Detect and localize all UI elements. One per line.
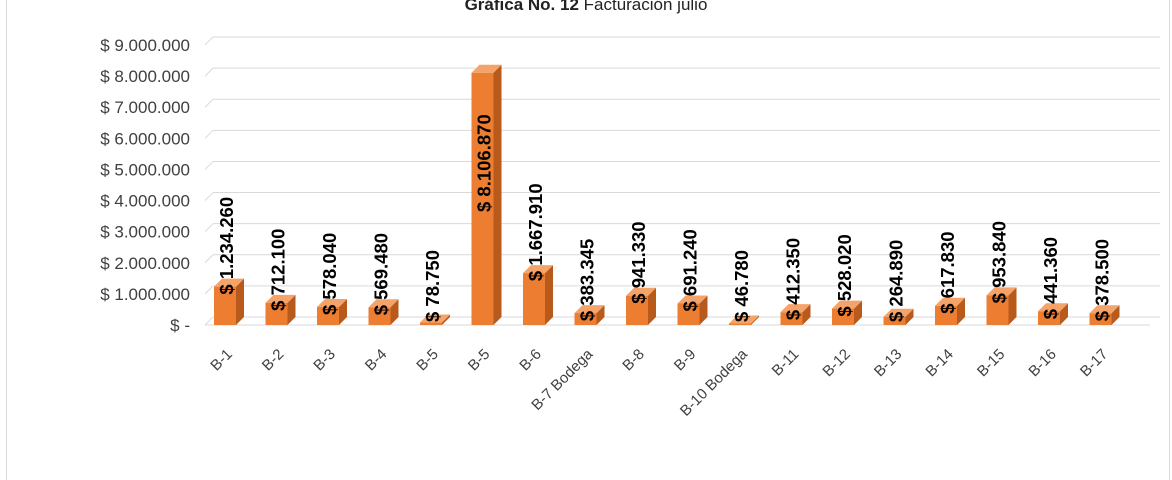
grid-line-diag xyxy=(205,317,213,325)
x-tick-label: B-9 xyxy=(671,346,700,375)
x-tick-label: B-1 xyxy=(207,346,236,375)
data-label: $ 78.750 xyxy=(422,250,443,322)
grid-line-diag xyxy=(205,224,213,232)
data-label: $ 383.345 xyxy=(577,239,598,321)
grid-line-diag xyxy=(205,68,213,76)
y-tick-label: $ 6.000.000 xyxy=(100,129,190,148)
data-label: $ 441.360 xyxy=(1040,237,1061,319)
y-tick-label: $ 7.000.000 xyxy=(100,98,190,117)
y-tick-label: $ 4.000.000 xyxy=(100,192,190,211)
data-label: $ 528.020 xyxy=(834,234,855,316)
data-label: $ 378.500 xyxy=(1092,239,1113,321)
data-label: $ 617.830 xyxy=(937,231,958,313)
x-tick-label: B-14 xyxy=(922,346,956,380)
data-label: $ 691.240 xyxy=(680,229,701,311)
grid-line-diag xyxy=(205,37,213,45)
data-label: $ 46.780 xyxy=(731,250,752,322)
data-label: $ 8.106.870 xyxy=(474,114,495,212)
y-tick-label: $ 1.000.000 xyxy=(100,285,190,304)
y-tick-label: $ 5.000.000 xyxy=(100,160,190,179)
bar-side xyxy=(236,279,244,325)
bar-side xyxy=(494,65,502,325)
grid-line-diag xyxy=(205,286,213,294)
grid-line-diag xyxy=(205,255,213,263)
x-tick-label: B-17 xyxy=(1077,346,1111,380)
x-tick-label: B-8 xyxy=(619,346,648,375)
x-tick-label: B-4 xyxy=(362,346,391,375)
data-label: $ 569.480 xyxy=(371,233,392,315)
grid-line-diag xyxy=(205,99,213,107)
data-label: $ 953.840 xyxy=(989,221,1010,303)
y-tick-label: $ - xyxy=(170,316,190,335)
data-label: $ 412.350 xyxy=(783,238,804,320)
x-tick-label: B-12 xyxy=(819,346,853,380)
y-tick-label: $ 9.000.000 xyxy=(100,36,190,55)
y-tick-label: $ 2.000.000 xyxy=(100,254,190,273)
x-axis: B-1 B-2 B-3 B-4 B-5 B-5 B-6B-7 Bodega B-8 B-9B-1… xyxy=(207,345,1111,419)
grid-line-diag xyxy=(205,193,213,201)
data-label: $ 578.040 xyxy=(319,233,340,315)
x-tick-label: B-3 xyxy=(310,346,339,375)
data-label: $ 1.234.260 xyxy=(216,197,237,295)
x-tick-label: B-11 xyxy=(769,346,803,380)
data-label: $ 712.100 xyxy=(268,229,289,311)
grid-line-diag xyxy=(205,130,213,138)
y-tick-label: $ 8.000.000 xyxy=(100,67,190,86)
bar-front xyxy=(729,324,751,325)
x-tick-label: B-2 xyxy=(259,346,288,375)
data-label: $ 941.330 xyxy=(628,221,649,303)
data-labels: $ 1.234.260 $ 712.100 $ 578.040 $ 569.480 $ … xyxy=(216,114,1113,322)
y-axis: $ - $ 1.000.000 $ 2.000.000 $ 3.000.000 $ 4.… xyxy=(100,36,190,335)
x-tick-label: B-15 xyxy=(974,346,1008,380)
x-tick-label: B-13 xyxy=(871,346,905,380)
x-tick-label: B-6 xyxy=(516,346,545,375)
x-tick-label: B-5 xyxy=(413,346,442,375)
y-tick-label: $ 3.000.000 xyxy=(100,223,190,242)
data-label: $ 1.667.910 xyxy=(525,183,546,281)
x-tick-label: B-16 xyxy=(1025,346,1059,380)
grid-line-diag xyxy=(205,161,213,169)
x-tick-label: B-5 xyxy=(465,346,494,375)
data-label: $ 264.890 xyxy=(886,240,907,322)
bar-side xyxy=(545,265,553,325)
